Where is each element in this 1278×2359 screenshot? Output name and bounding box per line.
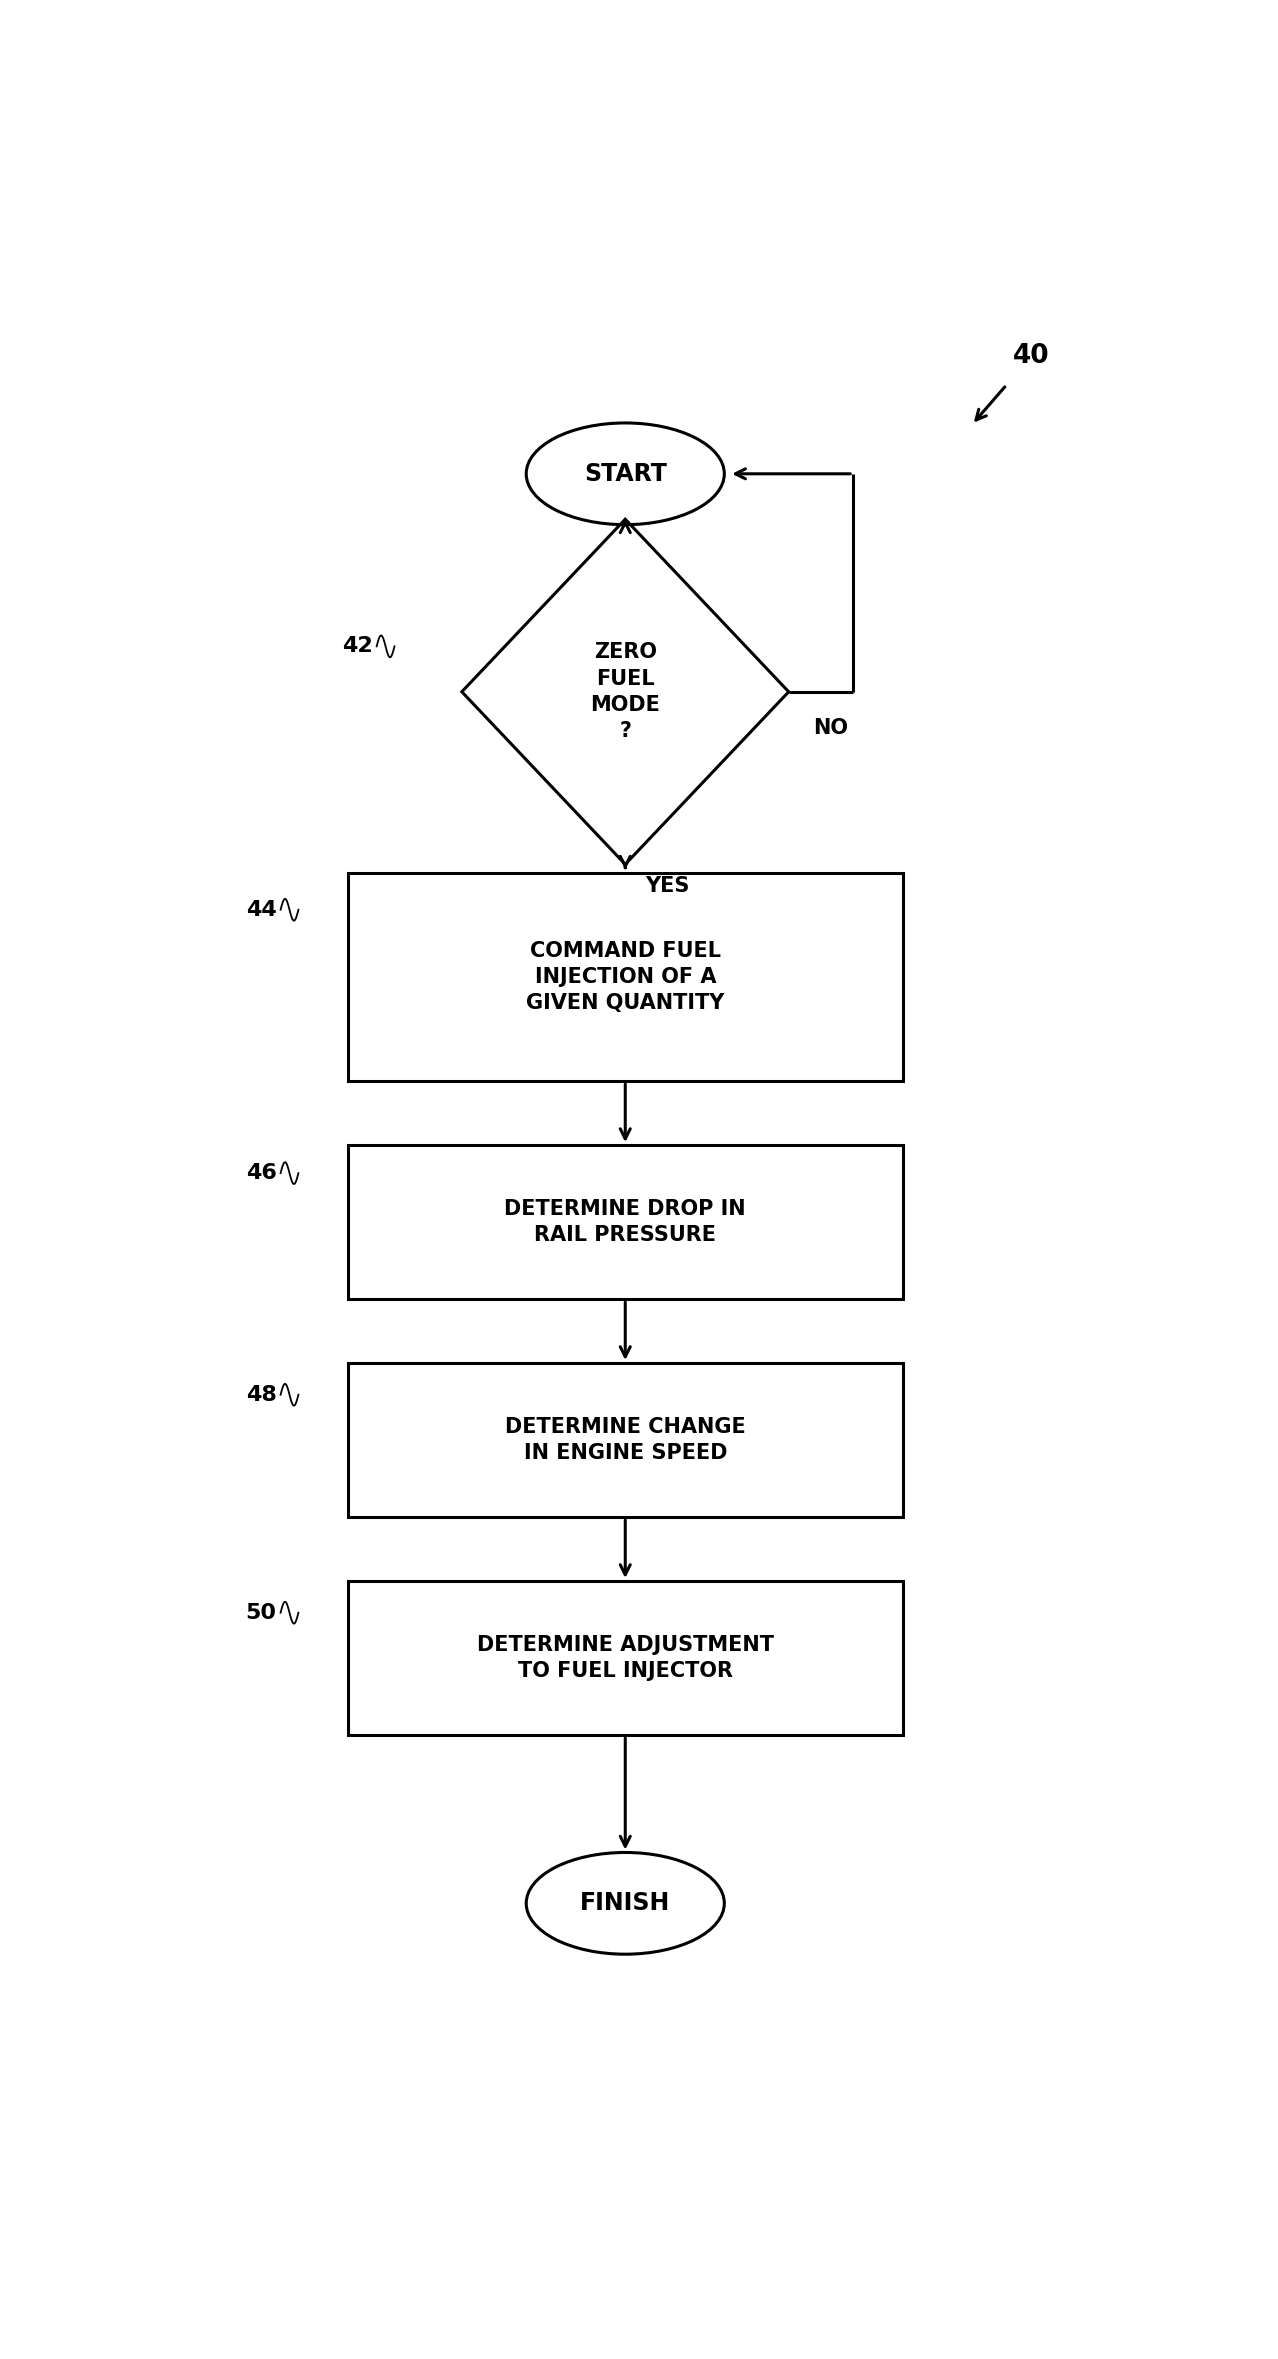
Bar: [348, 1364, 902, 1517]
Text: ZERO
FUEL
MODE
?: ZERO FUEL MODE ?: [590, 642, 661, 741]
Text: NO: NO: [814, 717, 849, 738]
Text: FINISH: FINISH: [580, 1892, 671, 1916]
Text: 40: 40: [1013, 342, 1049, 368]
Text: DETERMINE ADJUSTMENT
TO FUEL INJECTOR: DETERMINE ADJUSTMENT TO FUEL INJECTOR: [477, 1635, 773, 1682]
Bar: [348, 873, 902, 1080]
Text: 46: 46: [245, 1163, 276, 1184]
Text: DETERMINE DROP IN
RAIL PRESSURE: DETERMINE DROP IN RAIL PRESSURE: [505, 1198, 746, 1246]
Bar: [348, 1144, 902, 1300]
Text: 42: 42: [343, 637, 373, 656]
Text: DETERMINE CHANGE
IN ENGINE SPEED: DETERMINE CHANGE IN ENGINE SPEED: [505, 1418, 745, 1463]
Text: START: START: [584, 462, 667, 486]
Text: COMMAND FUEL
INJECTION OF A
GIVEN QUANTITY: COMMAND FUEL INJECTION OF A GIVEN QUANTI…: [527, 941, 725, 1014]
Text: 48: 48: [245, 1385, 276, 1404]
Bar: [348, 1581, 902, 1736]
Text: 50: 50: [245, 1602, 276, 1623]
Text: 44: 44: [245, 899, 276, 920]
Text: YES: YES: [645, 875, 689, 896]
